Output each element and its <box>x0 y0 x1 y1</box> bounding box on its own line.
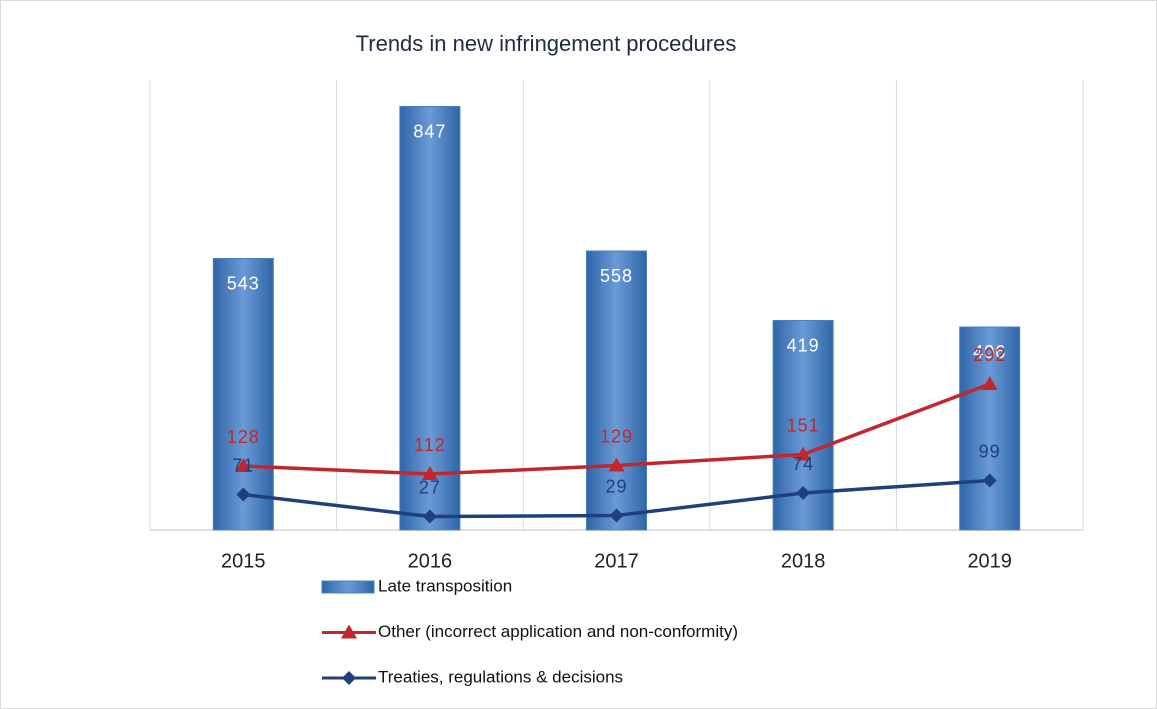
marker <box>235 458 252 472</box>
data-label: 29 <box>605 476 627 496</box>
marker <box>236 487 251 502</box>
bar <box>959 326 1021 531</box>
data-label: 99 <box>979 441 1001 461</box>
marker <box>421 466 438 480</box>
x-tick-label: 2017 <box>594 550 639 572</box>
data-label: 558 <box>600 266 633 286</box>
data-label: 112 <box>414 435 446 455</box>
x-tick-label: 2019 <box>967 550 1012 572</box>
bar <box>212 258 274 531</box>
marker <box>982 473 997 488</box>
marker <box>341 624 357 639</box>
marker <box>981 376 998 390</box>
data-label: 292 <box>973 345 1006 365</box>
data-label: 419 <box>787 335 820 355</box>
data-label: 74 <box>792 454 814 474</box>
data-label: 406 <box>973 342 1006 362</box>
marker <box>795 446 812 461</box>
data-label: 71 <box>232 455 254 475</box>
x-tick-label: 2015 <box>221 550 266 572</box>
data-label: 151 <box>787 415 820 435</box>
marker <box>796 486 811 500</box>
marker <box>342 671 356 685</box>
data-label: 128 <box>227 427 260 447</box>
data-label: 543 <box>227 273 260 293</box>
data-label: 27 <box>419 477 441 497</box>
chart-title: Trends in new infringement procedures <box>356 31 737 56</box>
bar <box>586 250 647 531</box>
legend-label: Other (incorrect application and non-con… <box>378 622 738 641</box>
data-label: 129 <box>600 426 633 446</box>
marker <box>422 509 437 524</box>
bar <box>399 106 461 531</box>
data-label: 847 <box>413 121 446 141</box>
marker <box>609 508 624 523</box>
x-tick-label: 2018 <box>781 550 826 572</box>
legend-label: Late transposition <box>378 576 512 595</box>
x-tick-label: 2016 <box>408 550 453 572</box>
legend-label: Treaties, regulations & decisions <box>378 667 623 686</box>
marker <box>608 457 625 472</box>
legend-swatch <box>321 580 375 594</box>
